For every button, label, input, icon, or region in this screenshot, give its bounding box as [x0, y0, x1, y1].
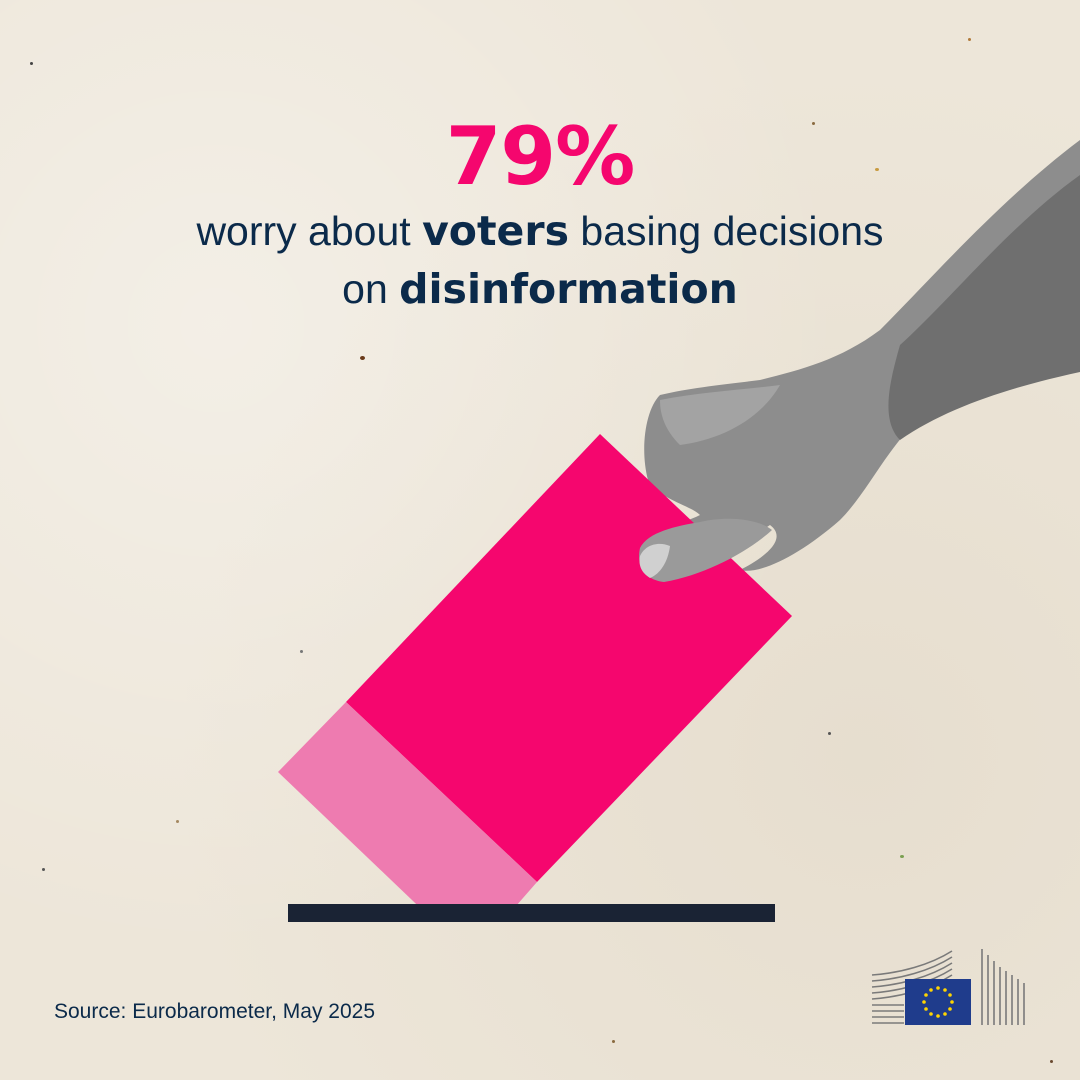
thumb-icon [639, 518, 772, 582]
headline-text: worry about [196, 208, 423, 254]
headline-stat: 79% [445, 110, 635, 203]
headline-text: on [342, 266, 400, 312]
eu-flag-icon [905, 979, 971, 1025]
european-commission-logo [870, 945, 1030, 1027]
building-lines-right [981, 949, 1025, 1025]
eu-stars-icon [922, 986, 954, 1018]
headline-line-1: worry about voters basing decisions [0, 202, 1080, 260]
headline-emphasis: disinformation [399, 265, 738, 313]
thumbnail-icon [639, 543, 670, 578]
ballot-box-slot-icon [288, 904, 775, 922]
source-note: Source: Eurobarometer, May 2025 [54, 1000, 376, 1023]
headline-line-2: on disinformation [0, 260, 1080, 318]
building-lines-left [871, 950, 953, 1024]
headline-text: basing decisions [569, 208, 884, 254]
hand-icon [636, 140, 1080, 580]
headline: 79% worry about voters basing decisions … [0, 112, 1080, 318]
headline-emphasis: voters [422, 207, 569, 255]
